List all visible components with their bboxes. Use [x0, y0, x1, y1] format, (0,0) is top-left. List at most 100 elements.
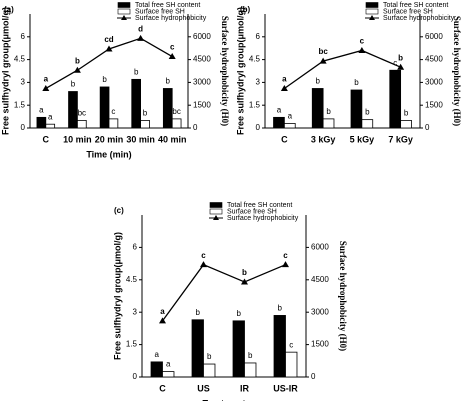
- y-tick-label: 3: [256, 78, 261, 87]
- significance-label: bc: [78, 109, 86, 118]
- significance-label: b: [75, 56, 80, 65]
- bar: [350, 89, 363, 129]
- legend-swatch: [209, 208, 223, 215]
- y-tick-label: 0: [256, 123, 261, 132]
- y-axis-title: Free sulfhydryl group(μmol/g): [235, 7, 245, 135]
- y2-tick-label: 3000: [311, 307, 329, 316]
- y-tick-label: 6: [133, 243, 138, 252]
- significance-label: b: [365, 108, 370, 117]
- significance-label: b: [248, 351, 253, 360]
- significance-label: b: [354, 78, 359, 87]
- y2-tick-label: 4500: [311, 275, 329, 284]
- bar: [162, 88, 173, 129]
- y2-tick-label: 1500: [193, 100, 211, 109]
- bar: [273, 116, 285, 129]
- bar: [99, 86, 110, 129]
- legend-label: Surface free SH: [383, 8, 433, 15]
- significance-label: c: [360, 37, 365, 46]
- significance-label: b: [196, 308, 201, 317]
- y-tick-label: 1.5: [126, 340, 138, 349]
- x-tick-label: 5 kGy: [350, 134, 375, 144]
- significance-label: b: [278, 304, 283, 313]
- y2-tick-label: 1500: [311, 340, 329, 349]
- legend-label: Surface free SH: [135, 8, 185, 15]
- bar: [162, 371, 175, 378]
- panel-label: (c): [114, 206, 124, 215]
- x-axis-title: Time (min): [86, 149, 131, 159]
- y2-tick-label: 3000: [425, 78, 443, 87]
- legend-marker: [369, 15, 375, 20]
- significance-label: b: [404, 109, 409, 118]
- bar: [311, 88, 324, 129]
- bar: [36, 116, 47, 129]
- bar: [131, 78, 141, 129]
- significance-label: b: [134, 67, 139, 76]
- marker: [319, 57, 327, 64]
- y-tick-label: 4.5: [249, 55, 261, 64]
- y-tick-label: 6: [21, 32, 26, 41]
- significance-label: b: [398, 53, 403, 62]
- x-tick-label: C: [43, 134, 50, 144]
- significance-label: c: [289, 340, 293, 349]
- y2-axis-title: Surface hydrophobicity (H0): [338, 241, 348, 351]
- x-tick-label: C: [281, 134, 288, 144]
- significance-label: c: [283, 251, 288, 260]
- legend-label: Surface free SH: [227, 208, 277, 215]
- x-tick-label: IR: [240, 383, 250, 393]
- significance-label: a: [155, 350, 160, 359]
- significance-label: b: [315, 77, 320, 86]
- marker: [241, 278, 248, 285]
- line: [161, 263, 286, 322]
- significance-label: a: [160, 307, 165, 316]
- y2-tick-label: 4500: [425, 55, 443, 64]
- significance-label: d: [138, 24, 143, 33]
- legend-label: Surface hydrophobicity: [135, 15, 207, 22]
- legend-label: Total free SH content: [383, 2, 448, 9]
- legend-swatch: [365, 2, 379, 8]
- panel-label: (a): [4, 5, 14, 14]
- marker: [73, 66, 81, 73]
- bar: [203, 363, 216, 378]
- significance-label: a: [48, 112, 53, 121]
- significance-label: a: [288, 112, 293, 121]
- marker: [358, 46, 366, 53]
- bar: [273, 315, 286, 378]
- y2-tick-label: 3000: [193, 78, 211, 87]
- marker: [137, 34, 145, 41]
- bar: [400, 120, 412, 129]
- bar: [68, 91, 78, 129]
- marker: [200, 261, 207, 268]
- x-tick-label: 3 kGy: [311, 134, 336, 144]
- marker: [168, 53, 176, 60]
- significance-label: b: [102, 75, 107, 84]
- marker: [159, 317, 166, 324]
- significance-label: a: [44, 75, 49, 84]
- bar: [361, 119, 374, 129]
- significance-label: c: [201, 251, 206, 260]
- significance-label: a: [166, 360, 171, 369]
- y2-tick-label: 1500: [425, 100, 443, 109]
- bar: [150, 361, 163, 378]
- significance-label: c: [111, 107, 115, 116]
- significance-label: b: [166, 77, 171, 86]
- y-tick-label: 1.5: [249, 100, 261, 109]
- bar: [45, 123, 56, 129]
- y2-tick-label: 0: [193, 123, 198, 132]
- line: [284, 49, 401, 90]
- y-tick-label: 4.5: [126, 275, 138, 284]
- x-tick-label: 10 min: [63, 134, 92, 144]
- significance-label: c: [170, 43, 175, 52]
- bar: [322, 118, 335, 129]
- bar: [389, 69, 402, 129]
- y2-tick-label: 0: [311, 372, 316, 381]
- significance-label: b: [71, 80, 76, 89]
- legend-swatch: [365, 8, 379, 15]
- bar: [140, 120, 150, 129]
- bar: [283, 123, 296, 129]
- x-tick-label: 40 min: [158, 134, 187, 144]
- significance-label: b: [237, 309, 242, 318]
- legend-swatch: [117, 8, 131, 15]
- y-tick-label: 0: [133, 372, 138, 381]
- significance-label: a: [282, 75, 287, 84]
